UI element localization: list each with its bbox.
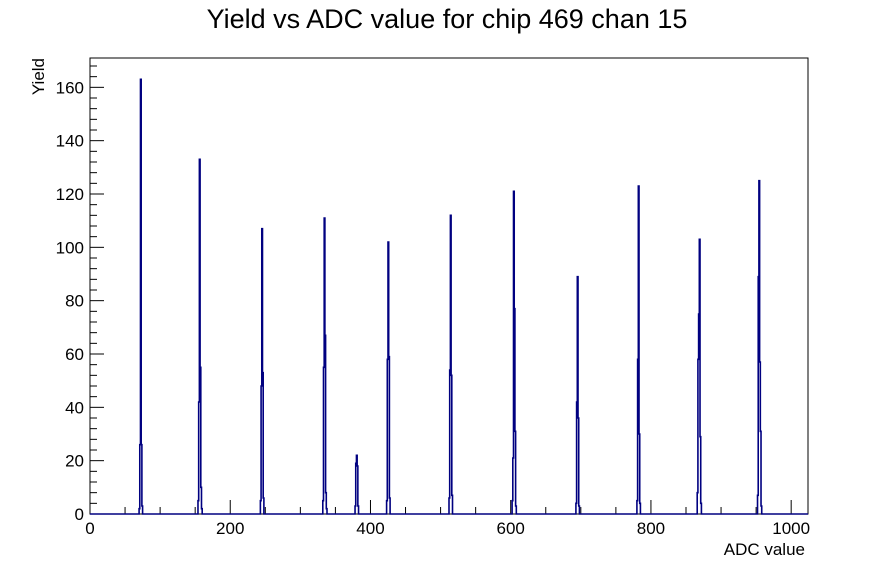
histogram-bin (357, 466, 358, 514)
histogram-bin (199, 159, 200, 514)
histogram-bin (356, 463, 357, 514)
histogram-bin (387, 359, 388, 514)
histogram-bin (323, 367, 324, 514)
histogram-bin (516, 506, 517, 514)
y-axis: 0 20 40 60 80 100 120 140 160 (56, 65, 104, 524)
x-tick-label: 800 (637, 519, 665, 538)
histogram-bin (761, 506, 762, 514)
histogram-bin (640, 503, 641, 514)
histogram-bin (325, 335, 326, 514)
y-tick-label: 60 (65, 345, 84, 364)
y-axis-label: Yield (29, 58, 48, 95)
histogram-bin (512, 501, 513, 514)
histogram-bin (578, 418, 579, 514)
histogram-bin (451, 375, 452, 514)
histogram-bin (579, 506, 580, 514)
histogram-bin (452, 495, 453, 514)
histogram-bin (262, 229, 263, 514)
y-tick-label: 20 (65, 452, 84, 471)
histogram-bin (389, 498, 390, 514)
histogram-bin (450, 215, 451, 514)
y-tick-label: 140 (56, 132, 84, 151)
histogram-bin (513, 458, 514, 514)
histogram-bin (514, 191, 515, 514)
histogram-bin (638, 186, 639, 514)
histogram-bin (639, 434, 640, 514)
histogram-bin (141, 445, 142, 514)
histogram-bin (450, 370, 451, 514)
x-tick-label: 200 (216, 519, 244, 538)
histogram-bin (387, 501, 388, 514)
histogram-bin (199, 402, 200, 514)
histogram-bins (139, 79, 762, 514)
histogram-bin (358, 506, 359, 514)
histogram-bin (262, 373, 263, 514)
histogram-bin (514, 309, 515, 514)
histogram-bin (760, 362, 761, 514)
histogram-bin (261, 386, 262, 514)
histogram-bin (142, 506, 143, 514)
histogram-bin (576, 503, 577, 514)
histogram-bin (140, 79, 141, 514)
histogram-bin (577, 277, 578, 514)
x-axis-label: ADC value (724, 540, 805, 559)
histogram-bin (758, 495, 759, 514)
y-tick-label: 80 (65, 292, 84, 311)
histogram-bin (326, 493, 327, 514)
histogram-bin (139, 509, 140, 514)
y-tick-label: 160 (56, 78, 84, 97)
x-axis: 0 200 400 600 800 1000 (85, 500, 810, 538)
histogram-bin (355, 506, 356, 514)
histogram-bin (638, 359, 639, 514)
histogram-bin (637, 501, 638, 514)
histogram-bin (760, 431, 761, 514)
x-tick-label: 1000 (772, 519, 810, 538)
y-tick-label: 0 (75, 505, 84, 524)
histogram-bin (326, 509, 327, 514)
y-tick-label: 120 (56, 185, 84, 204)
histogram-bin (701, 503, 702, 514)
histogram-bin (758, 277, 759, 514)
histogram-bin (201, 487, 202, 514)
histogram-bin (699, 314, 700, 514)
histogram-bin (388, 242, 389, 514)
histogram-bin (698, 359, 699, 514)
histogram-bin (200, 367, 201, 514)
histogram-bin (260, 501, 261, 514)
histogram-series (90, 78, 808, 515)
histogram-bin (356, 455, 357, 514)
histogram-bin (201, 509, 202, 514)
histogram-bin (140, 445, 141, 514)
x-tick-label: 400 (356, 519, 384, 538)
y-tick-label: 40 (65, 398, 84, 417)
x-tick-label: 0 (85, 519, 94, 538)
histogram-bin (263, 498, 264, 514)
histogram-bin (577, 402, 578, 514)
histogram-bin (515, 431, 516, 514)
histogram-bin (449, 498, 450, 514)
histogram-bin (759, 181, 760, 514)
chart-title: Yield vs ADC value for chip 469 chan 15 (207, 4, 688, 34)
histogram-bin (699, 239, 700, 514)
x-tick-label: 600 (497, 519, 525, 538)
y-tick-label: 100 (56, 238, 84, 257)
histogram-bin (389, 357, 390, 514)
histogram-bin (324, 218, 325, 514)
histogram-bin (198, 501, 199, 514)
histogram-bin (323, 501, 324, 514)
histogram-bin (697, 493, 698, 514)
histogram-bin (700, 437, 701, 514)
